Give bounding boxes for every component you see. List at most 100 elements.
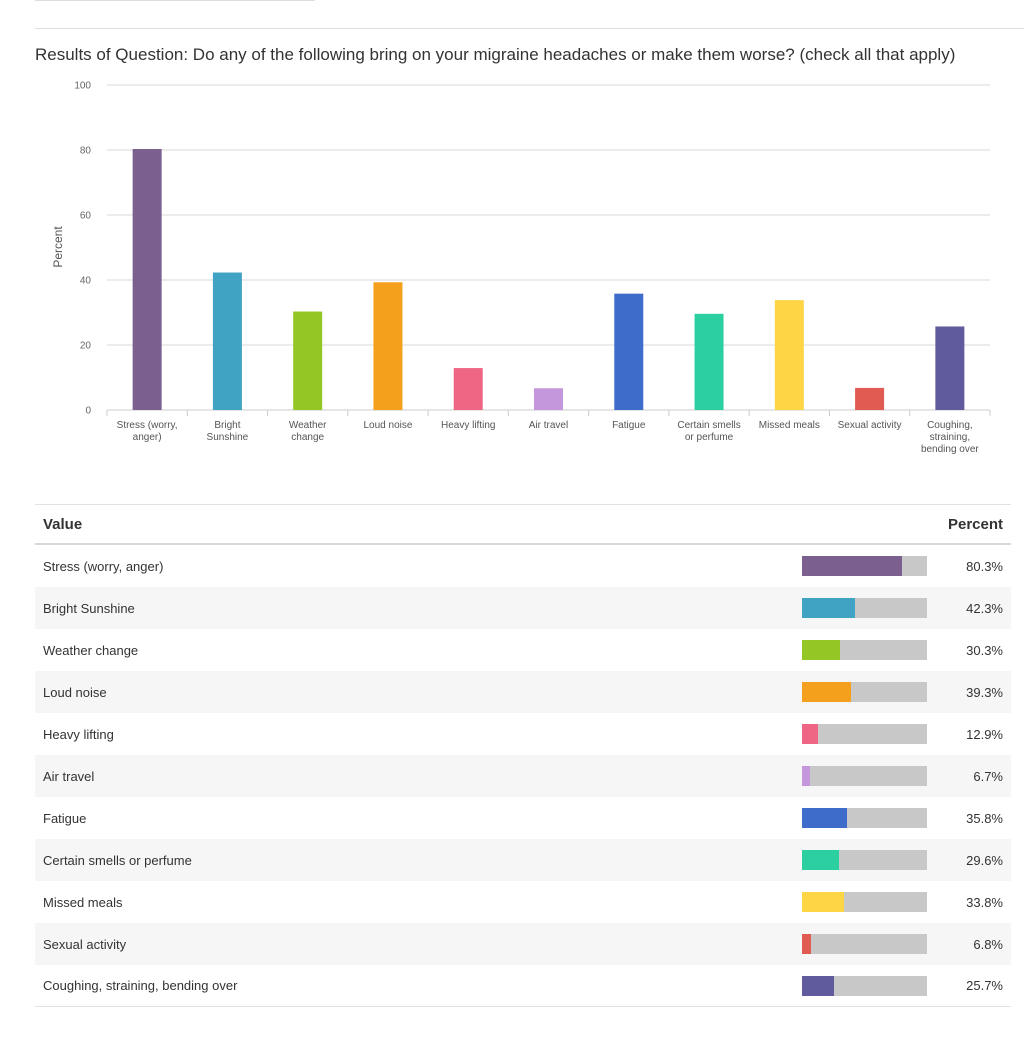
- table-row: Heavy lifting 12.9%: [35, 713, 1011, 755]
- percent-column-header: Percent: [947, 515, 1003, 533]
- row-percent: 12.9%: [966, 726, 1003, 742]
- y-axis-label: Percent: [51, 226, 65, 268]
- percent-bar-fill: [802, 682, 852, 702]
- y-tick-label: 40: [80, 276, 92, 287]
- x-tick-label: Bright: [214, 420, 240, 431]
- table-row: Sexual activity 6.8%: [35, 923, 1011, 965]
- top-divider-short: [35, 0, 315, 1]
- row-percent: 33.8%: [966, 894, 1003, 910]
- y-tick-label: 0: [85, 406, 91, 417]
- bar: [694, 313, 724, 410]
- x-tick-label: Stress (worry,: [117, 420, 178, 431]
- percent-bar-track: [802, 934, 927, 954]
- bar: [614, 293, 644, 410]
- percent-bar-fill: [802, 598, 855, 618]
- percent-bar-fill: [802, 934, 811, 954]
- percent-bar-track: [802, 975, 927, 996]
- table-header: Value Percent: [35, 504, 1011, 545]
- bar: [855, 387, 885, 410]
- bar: [132, 149, 162, 410]
- row-label: Stress (worry, anger): [43, 558, 164, 574]
- row-percent: 42.3%: [966, 600, 1003, 616]
- row-percent: 6.7%: [973, 768, 1003, 784]
- row-label: Missed meals: [43, 894, 123, 910]
- row-percent: 30.3%: [966, 642, 1003, 658]
- percent-bar-fill: [802, 766, 811, 786]
- x-tick-label: Fatigue: [612, 420, 646, 431]
- y-tick-label: 80: [80, 146, 92, 157]
- bar: [534, 388, 563, 410]
- percent-bar-fill: [802, 892, 845, 912]
- percent-bar-fill: [802, 808, 847, 828]
- row-percent: 29.6%: [966, 852, 1003, 868]
- percent-bar-track: [802, 598, 927, 618]
- table-row: Weather change 30.3%: [35, 629, 1011, 671]
- row-label: Certain smells or perfume: [43, 852, 192, 868]
- row-label: Bright Sunshine: [43, 600, 135, 616]
- percent-bar-fill: [802, 850, 839, 870]
- table-row: Coughing, straining, bending over 25.7%: [35, 965, 1011, 1007]
- x-tick-label: Weather: [289, 420, 327, 431]
- percent-bar-track: [802, 766, 927, 786]
- percent-bar-track: [802, 640, 927, 660]
- table-body: Stress (worry, anger) 80.3% Bright Sunshin…: [35, 545, 1011, 1007]
- row-percent: 80.3%: [966, 558, 1003, 574]
- row-percent: 39.3%: [966, 684, 1003, 700]
- row-percent: 25.7%: [966, 978, 1003, 993]
- row-label: Coughing, straining, bending over: [43, 978, 238, 993]
- row-label: Loud noise: [43, 684, 107, 700]
- table-row: Air travel 6.7%: [35, 755, 1011, 797]
- percent-bar-fill: [802, 640, 840, 660]
- x-tick-label: Loud noise: [363, 420, 412, 431]
- chart-title: Results of Question: Do any of the follo…: [35, 45, 956, 64]
- x-tick-label: anger): [133, 432, 162, 443]
- x-tick-label: Missed meals: [759, 420, 820, 431]
- x-tick-label: Certain smells: [677, 420, 740, 431]
- x-tick-label: change: [291, 432, 324, 443]
- percent-bar-track: [802, 556, 927, 576]
- row-percent: 35.8%: [966, 810, 1003, 826]
- x-tick-label: bending over: [921, 444, 979, 455]
- percent-bar-track: [802, 682, 927, 702]
- row-label: Heavy lifting: [43, 726, 114, 742]
- percent-bar-track: [802, 850, 927, 870]
- x-tick-label: Coughing,: [927, 420, 973, 431]
- row-label: Fatigue: [43, 810, 87, 826]
- table-row: Bright Sunshine 42.3%: [35, 587, 1011, 629]
- table-row: Stress (worry, anger) 80.3%: [35, 545, 1011, 587]
- bar: [373, 282, 403, 410]
- percent-bar-track: [802, 724, 927, 744]
- table-row: Loud noise 39.3%: [35, 671, 1011, 713]
- percent-bar-fill: [802, 975, 835, 996]
- bar-chart: 0 20 40 60 80 100 Percent Stress (worry,anger) B…: [51, 81, 991, 455]
- y-tick-label: 20: [80, 341, 92, 352]
- percent-bar-track: [802, 808, 927, 828]
- bar: [453, 368, 483, 410]
- results-table: Value Percent Stress (worry, anger) 80.3%…: [35, 504, 1011, 1007]
- percent-bar-fill: [802, 724, 819, 744]
- x-tick-label: Air travel: [529, 420, 568, 431]
- x-tick-label: straining,: [930, 432, 971, 443]
- table-row: Missed meals 33.8%: [35, 881, 1011, 923]
- x-tick-label: or perfume: [685, 432, 734, 443]
- y-tick-label: 100: [74, 81, 91, 92]
- x-tick-label: Sexual activity: [838, 420, 902, 431]
- bar: [774, 300, 804, 410]
- x-tick-label: Heavy lifting: [441, 420, 495, 431]
- y-tick-label: 60: [80, 211, 92, 222]
- table-row: Certain smells or perfume 29.6%: [35, 839, 1011, 881]
- row-label: Weather change: [43, 642, 139, 658]
- bar: [293, 311, 323, 410]
- x-tick-label: Sunshine: [207, 432, 249, 443]
- table-row: Fatigue 35.8%: [35, 797, 1011, 839]
- top-divider: [35, 28, 1024, 29]
- value-column-header: Value: [43, 515, 83, 533]
- row-label: Air travel: [43, 768, 95, 784]
- bar: [212, 272, 242, 410]
- percent-bar-track: [802, 892, 927, 912]
- percent-bar-fill: [802, 556, 903, 576]
- row-label: Sexual activity: [43, 936, 127, 952]
- bar: [935, 326, 965, 410]
- row-percent: 6.8%: [973, 936, 1003, 952]
